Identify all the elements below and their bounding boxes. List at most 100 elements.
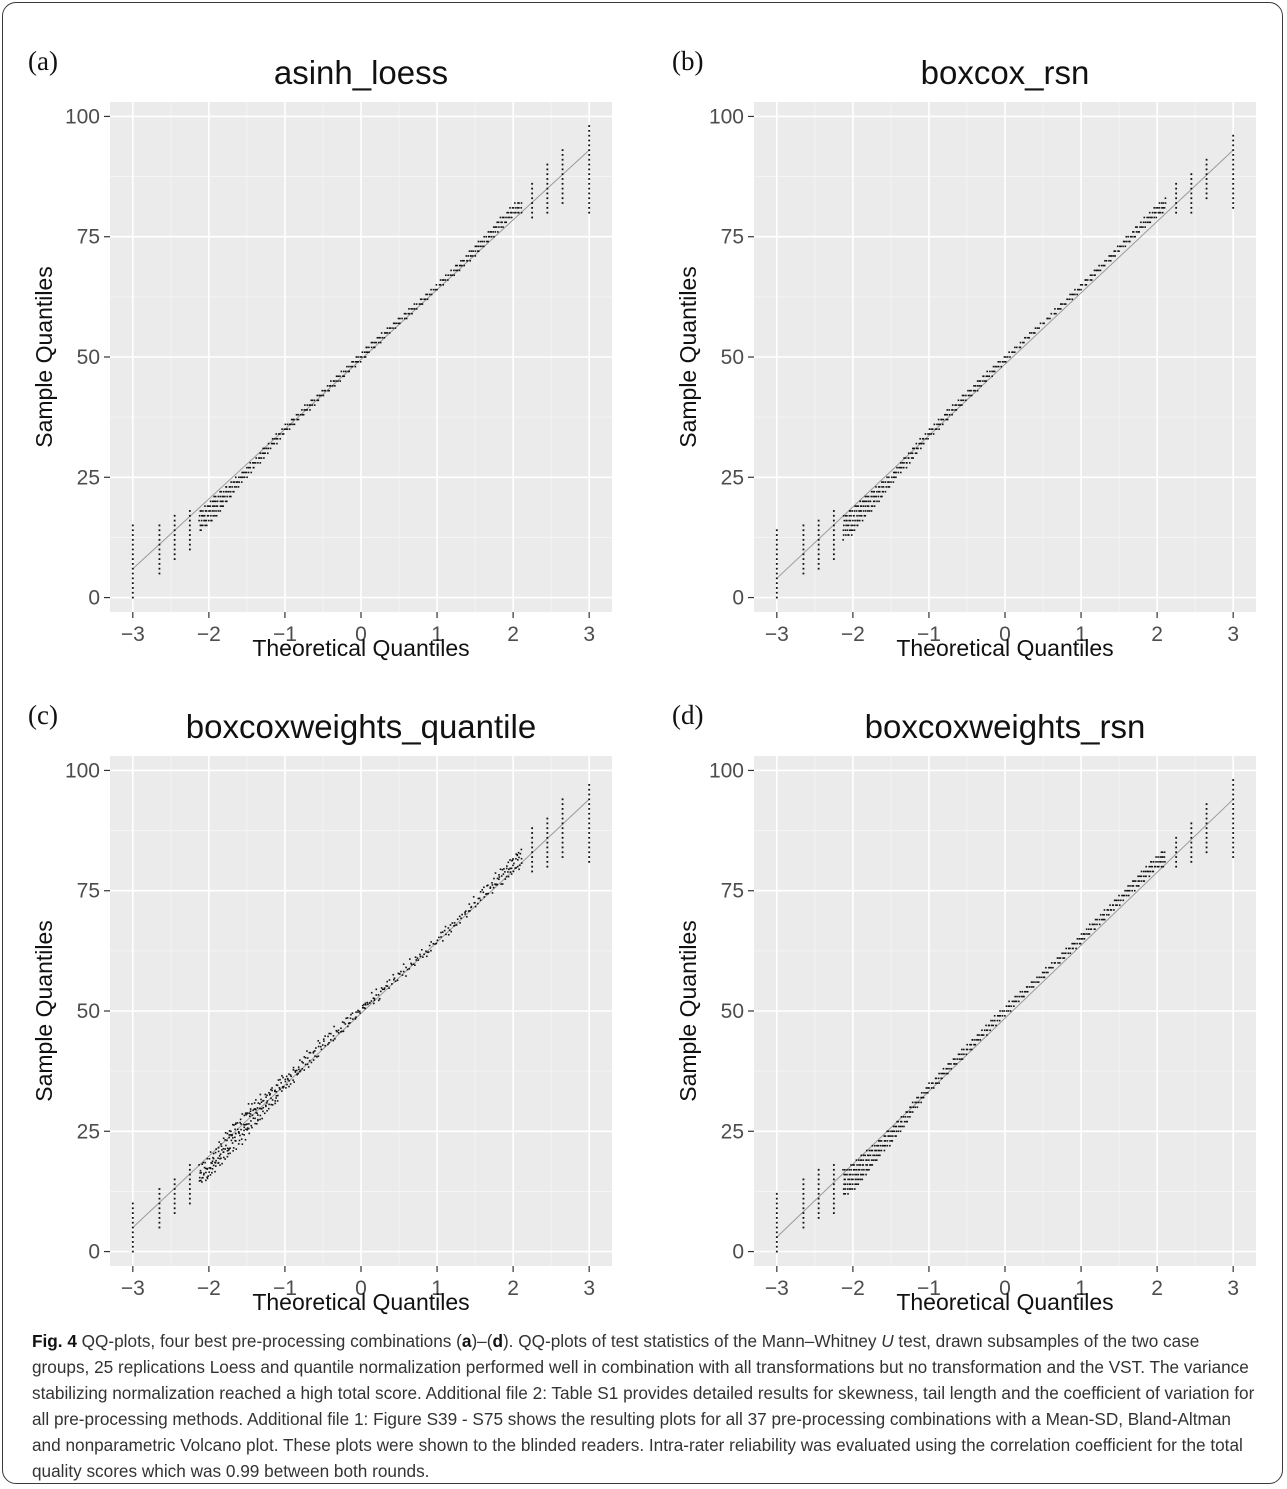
data-point xyxy=(425,950,427,953)
data-point xyxy=(251,1114,254,1117)
data-point xyxy=(1074,942,1076,945)
data-point xyxy=(860,505,863,507)
data-point xyxy=(930,433,933,435)
data-point xyxy=(519,852,522,855)
data-point xyxy=(916,447,918,450)
data-point xyxy=(889,1144,891,1147)
data-point xyxy=(561,812,564,815)
data-point xyxy=(817,543,820,546)
data-point xyxy=(275,433,278,435)
data-point xyxy=(412,963,415,965)
data-point xyxy=(775,534,778,536)
data-point xyxy=(561,173,564,176)
data-point xyxy=(851,510,854,512)
data-point xyxy=(131,1250,134,1253)
data-point xyxy=(373,341,376,344)
data-point xyxy=(328,389,330,392)
data-point xyxy=(378,997,381,1000)
data-point xyxy=(485,240,488,243)
data-point xyxy=(498,878,500,881)
data-point xyxy=(495,226,498,228)
data-point xyxy=(922,437,925,440)
data-point xyxy=(297,413,299,416)
data-point xyxy=(285,1075,288,1078)
data-point xyxy=(865,1173,867,1176)
data-point xyxy=(561,182,564,185)
data-point xyxy=(1122,240,1125,243)
data-point xyxy=(1028,336,1031,339)
data-point xyxy=(895,476,897,479)
data-point xyxy=(1004,361,1007,363)
data-point xyxy=(1142,221,1145,224)
data-point xyxy=(890,481,892,483)
data-point xyxy=(864,514,867,517)
data-point xyxy=(1076,293,1078,296)
data-point xyxy=(294,1069,297,1072)
data-point xyxy=(941,423,944,426)
data-point xyxy=(351,361,353,363)
data-point xyxy=(506,211,508,214)
data-point xyxy=(1232,779,1235,781)
data-point xyxy=(423,298,425,301)
data-point xyxy=(265,447,268,450)
data-point xyxy=(878,486,881,488)
data-point xyxy=(260,1098,262,1101)
data-point xyxy=(158,1207,161,1210)
data-point xyxy=(1153,207,1156,209)
data-point xyxy=(775,1212,778,1214)
data-point xyxy=(271,1087,273,1089)
y-tick-label: 100 xyxy=(709,105,744,128)
y-axis-label: Sample Quantiles xyxy=(31,920,57,1102)
data-point xyxy=(802,1212,805,1214)
data-point xyxy=(221,1162,223,1165)
data-point xyxy=(775,1192,778,1195)
data-point xyxy=(873,495,876,498)
data-point xyxy=(906,462,908,464)
data-point xyxy=(1099,913,1102,916)
data-point xyxy=(909,1106,911,1109)
data-point xyxy=(264,452,266,455)
data-point xyxy=(256,1107,259,1109)
data-point xyxy=(1133,889,1136,892)
data-point xyxy=(262,1100,264,1102)
data-point xyxy=(206,505,209,507)
data-point xyxy=(391,983,393,985)
data-point xyxy=(880,495,882,498)
data-point xyxy=(349,1022,351,1024)
data-point xyxy=(274,1102,276,1105)
data-point xyxy=(1151,865,1154,868)
data-point xyxy=(252,1117,255,1120)
data-point xyxy=(588,860,591,863)
data-point xyxy=(301,409,303,411)
data-point xyxy=(259,1093,262,1096)
data-point xyxy=(220,1145,223,1148)
data-point xyxy=(931,428,934,430)
data-point xyxy=(198,514,201,517)
data-point xyxy=(1175,856,1178,858)
data-point xyxy=(380,987,383,989)
data-point xyxy=(1100,918,1103,921)
data-point xyxy=(1028,986,1031,988)
data-point xyxy=(1132,231,1135,233)
data-point xyxy=(911,452,914,455)
data-point xyxy=(1205,808,1208,810)
data-point xyxy=(295,413,298,416)
data-point xyxy=(421,303,424,305)
data-point xyxy=(259,457,261,459)
data-point xyxy=(588,851,591,854)
data-point xyxy=(1079,284,1082,286)
data-point xyxy=(259,462,262,464)
data-point xyxy=(214,495,217,498)
data-point xyxy=(1119,245,1121,248)
data-point xyxy=(912,1106,915,1109)
data-point xyxy=(320,394,323,397)
data-point xyxy=(1067,952,1070,955)
data-point xyxy=(244,1112,247,1114)
data-point xyxy=(1232,851,1235,854)
data-point xyxy=(870,495,873,498)
data-point xyxy=(940,1077,942,1080)
data-point xyxy=(297,418,300,421)
data-point xyxy=(1175,865,1178,868)
data-point xyxy=(1072,293,1075,296)
data-point xyxy=(993,370,996,373)
